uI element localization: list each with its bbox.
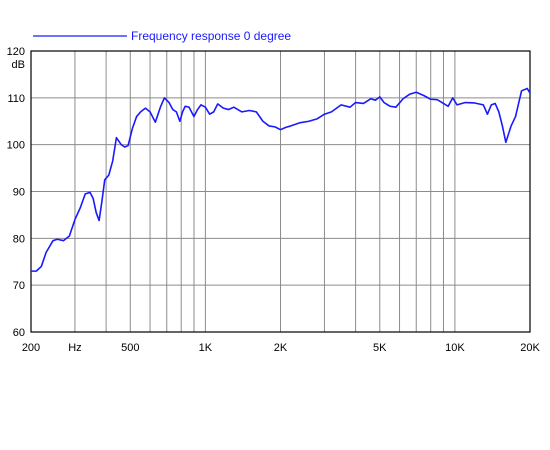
x-tick-labels: 200 Hz 500 1K 2K 5K 10K 20K	[22, 342, 541, 354]
y-tick-label: 110	[7, 93, 25, 105]
series-line	[30, 87, 531, 272]
x-tick-label: 5K	[373, 342, 387, 354]
x-tick-label: Hz	[68, 342, 81, 354]
y-tick-label: 90	[13, 187, 25, 199]
x-tick-label: 500	[121, 342, 139, 354]
x-tick-label: 200	[22, 342, 40, 354]
y-tick-label: 80	[13, 233, 25, 245]
y-tick-label: 70	[13, 280, 25, 292]
grid	[30, 50, 531, 333]
series-layer	[30, 87, 531, 272]
y-tick-labels: 60 70 80 90 100 110 120	[7, 46, 25, 339]
y-tick-label: 60	[13, 327, 25, 339]
y-tick-label: 100	[7, 140, 25, 152]
legend-label: Frequency response 0 degree	[131, 29, 291, 43]
x-tick-label: 10K	[445, 342, 465, 354]
x-tick-label: 1K	[199, 342, 213, 354]
y-tick-label: 120	[7, 46, 25, 58]
plot-frame	[30, 50, 531, 333]
legend: Frequency response 0 degree	[33, 29, 291, 43]
y-axis-label: dB	[12, 59, 25, 71]
x-tick-label: 2K	[274, 342, 288, 354]
x-tick-label: 20K	[520, 342, 540, 354]
